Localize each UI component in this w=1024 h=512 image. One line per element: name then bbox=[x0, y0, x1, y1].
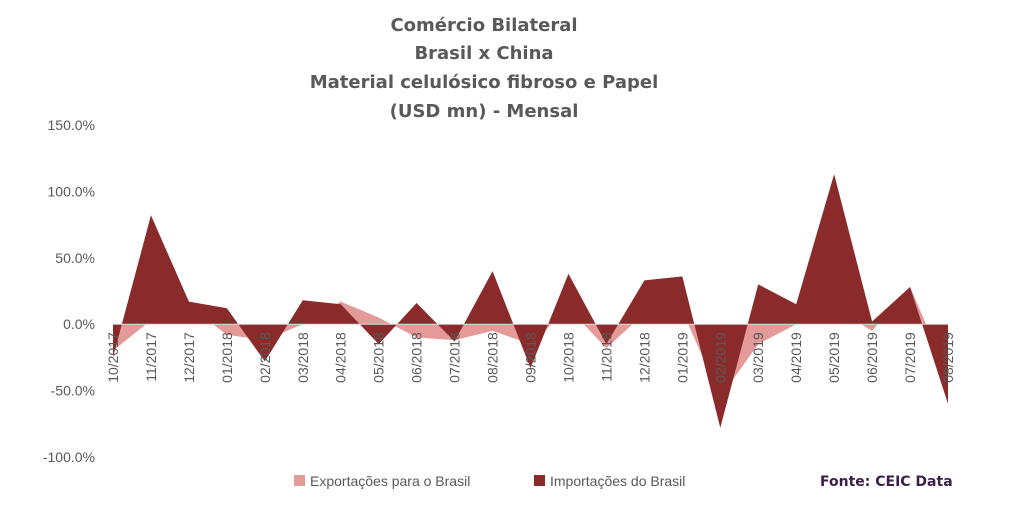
x-tick-label: 04/2019 bbox=[788, 332, 804, 383]
legend-swatch-imports bbox=[534, 475, 545, 486]
x-tick-label: 05/2018 bbox=[371, 332, 387, 383]
y-tick-label: 0.0% bbox=[63, 316, 95, 332]
y-tick-label: 150.0% bbox=[48, 117, 95, 133]
plot-area bbox=[113, 174, 948, 428]
x-tick-label: 10/2018 bbox=[560, 332, 576, 383]
x-tick-label: 02/2018 bbox=[257, 332, 273, 383]
chart-title: Comércio Bilateral Brasil x China Materi… bbox=[310, 15, 659, 122]
legend-label-imports: Importações do Brasil bbox=[550, 473, 685, 489]
x-tick-label: 04/2018 bbox=[333, 332, 349, 383]
x-tick-label: 03/2019 bbox=[750, 332, 766, 383]
legend-swatch-exports bbox=[294, 475, 305, 486]
y-tick-label: 50.0% bbox=[55, 250, 95, 266]
x-tick-label: 11/2018 bbox=[598, 332, 614, 382]
series-area-imports bbox=[113, 174, 948, 428]
chart-title-line-2: Brasil x China bbox=[414, 43, 553, 64]
y-tick-label: -50.0% bbox=[51, 383, 95, 399]
legend-label-exports: Exportações para o Brasil bbox=[310, 473, 470, 489]
x-axis: 10/2017 11/2017 12/2017 01/2018 02/2018 03/20… bbox=[105, 332, 956, 383]
x-tick-label: 03/2018 bbox=[295, 332, 311, 383]
y-tick-label: -100.0% bbox=[43, 449, 95, 465]
x-tick-label: 01/2019 bbox=[674, 332, 690, 383]
chart-title-line-3: Material celulósico fibroso e Papel bbox=[310, 72, 659, 93]
x-tick-label: 07/2019 bbox=[902, 332, 918, 383]
x-tick-label: 06/2019 bbox=[864, 332, 880, 383]
x-tick-label: 05/2019 bbox=[826, 332, 842, 383]
x-tick-label: 10/2017 bbox=[105, 332, 121, 383]
x-tick-label: 07/2018 bbox=[447, 332, 463, 383]
y-tick-label: 100.0% bbox=[48, 183, 95, 199]
x-tick-label: 11/2017 bbox=[143, 332, 159, 382]
x-tick-label: 01/2018 bbox=[219, 332, 235, 383]
x-tick-label: 08/2018 bbox=[485, 332, 501, 383]
chart-title-line-1: Comércio Bilateral bbox=[390, 15, 577, 36]
x-tick-label: 02/2019 bbox=[712, 332, 728, 383]
chart-title-line-4: (USD mn) - Mensal bbox=[390, 101, 579, 122]
x-tick-label: 12/2017 bbox=[181, 332, 197, 383]
x-tick-label: 12/2018 bbox=[636, 332, 652, 383]
legend: Exportações para o Brasil Importações do… bbox=[294, 473, 685, 489]
y-axis: 150.0% 100.0% 50.0% 0.0% -50.0% -100.0% bbox=[43, 117, 95, 465]
x-tick-label: 08/2019 bbox=[940, 332, 956, 383]
x-tick-label: 06/2018 bbox=[409, 332, 425, 383]
x-tick-label: 09/2018 bbox=[523, 332, 539, 383]
source-label: Fonte: CEIC Data bbox=[820, 474, 953, 490]
